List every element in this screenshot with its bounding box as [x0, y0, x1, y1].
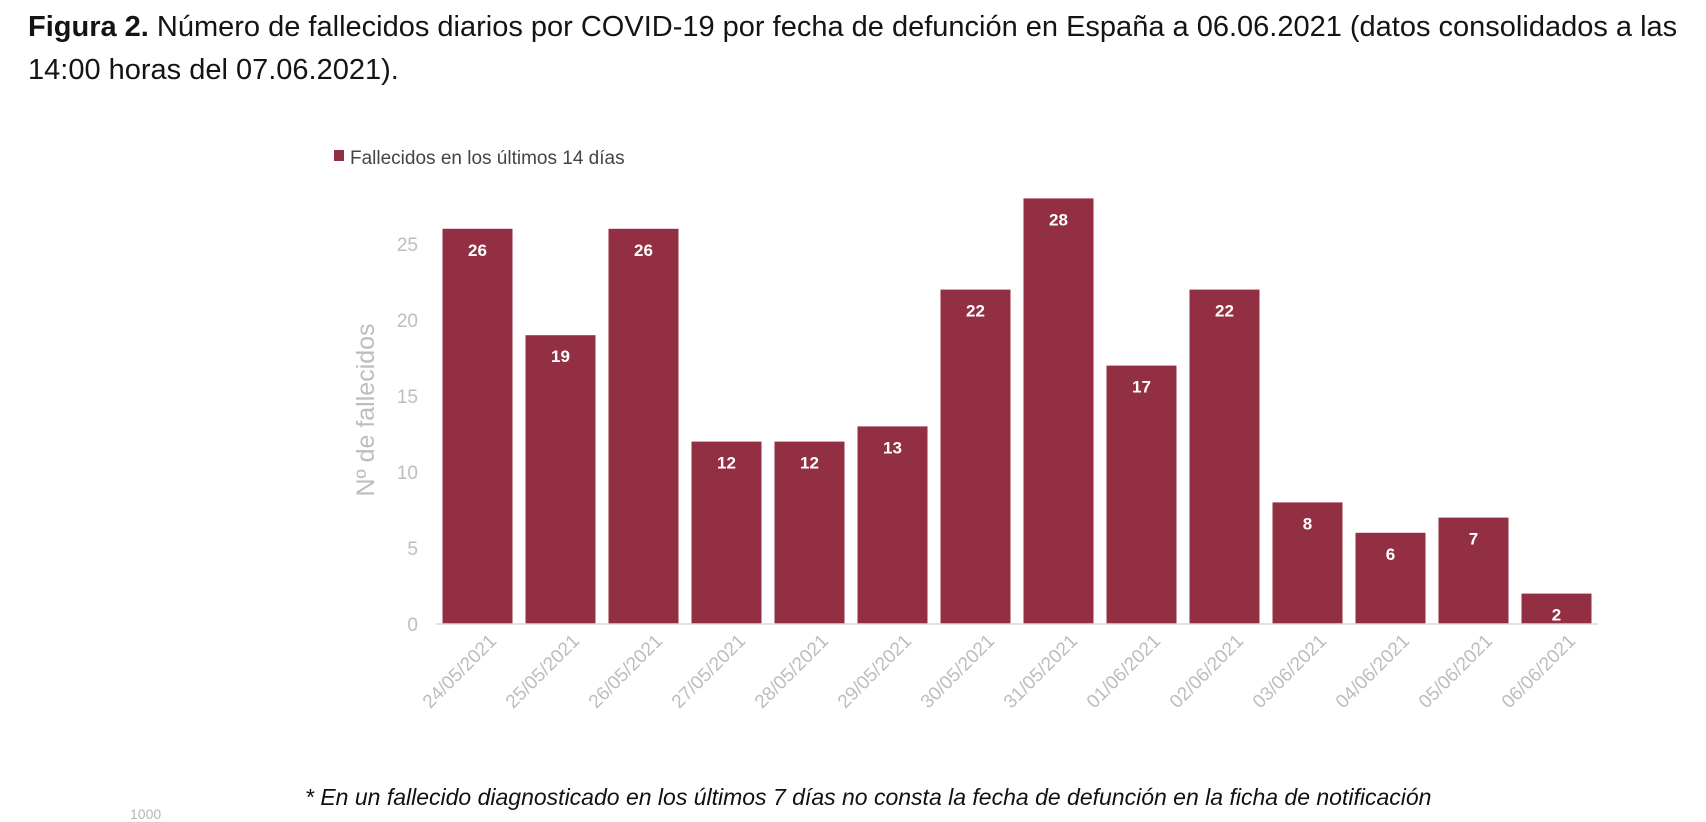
y-tick-label: 5 — [407, 539, 418, 560]
bar — [1272, 502, 1343, 624]
bar — [1521, 593, 1592, 624]
x-tick-label: 29/05/2021 — [834, 631, 916, 713]
x-tick-label: 06/06/2021 — [1498, 631, 1580, 713]
bar — [525, 335, 596, 624]
figure-label: Figura 2. — [28, 11, 149, 43]
y-tick-label: 10 — [397, 463, 418, 484]
y-tick-label: 20 — [397, 311, 418, 332]
bar-value-label: 12 — [717, 454, 736, 473]
bar-value-label: 7 — [1469, 530, 1478, 549]
cropped-axis-label: 1000 — [130, 806, 162, 822]
bar-value-label: 6 — [1386, 545, 1395, 564]
bar-value-label: 13 — [883, 438, 902, 457]
bar-value-label: 12 — [800, 454, 819, 473]
legend-swatch — [334, 150, 344, 161]
y-tick-label: 25 — [397, 235, 418, 256]
bar — [608, 228, 679, 625]
x-tick-label: 28/05/2021 — [751, 631, 833, 713]
bar — [691, 441, 762, 624]
x-tick-label: 02/06/2021 — [1166, 631, 1248, 713]
y-tick-label: 15 — [397, 387, 418, 408]
x-tick-label: 01/06/2021 — [1083, 631, 1165, 713]
y-axis-ticks: 0 5 10 15 20 25 — [397, 235, 418, 636]
bar — [442, 228, 513, 625]
bar-value-labels: 26 19 26 12 12 13 22 28 17 22 8 6 7 2 — [468, 210, 1561, 624]
x-tick-label: 24/05/2021 — [419, 631, 501, 713]
bar-value-label: 2 — [1552, 606, 1561, 625]
bar-value-label: 28 — [1049, 210, 1068, 229]
x-tick-label: 05/06/2021 — [1415, 631, 1497, 713]
bar — [1438, 517, 1509, 624]
bar-chart: Fallecidos en los últimos 14 días Nº de … — [334, 148, 1598, 713]
bar — [774, 441, 845, 624]
bar-value-label: 22 — [966, 302, 985, 321]
bar — [857, 426, 928, 624]
chart-legend: Fallecidos en los últimos 14 días — [334, 148, 625, 169]
x-tick-label: 31/05/2021 — [1000, 631, 1082, 713]
bar-value-label: 19 — [551, 347, 570, 366]
y-tick-label: 0 — [407, 615, 418, 636]
bar — [1355, 532, 1426, 624]
bar-value-label: 26 — [468, 241, 487, 260]
y-axis-label: Nº de fallecidos — [352, 323, 380, 496]
bar-value-label: 17 — [1132, 378, 1151, 397]
x-tick-label: 25/05/2021 — [502, 631, 584, 713]
figure-caption-text: Número de fallecidos diarios por COVID-1… — [28, 11, 1678, 86]
bar-value-label: 8 — [1303, 514, 1312, 533]
bar — [1106, 365, 1177, 624]
x-tick-label: 04/06/2021 — [1332, 631, 1414, 713]
bar-series — [442, 198, 1592, 625]
bar — [1189, 289, 1260, 624]
bar — [1023, 198, 1094, 624]
legend-label: Fallecidos en los últimos 14 días — [350, 148, 625, 169]
figure-caption: Figura 2. Número de fallecidos diarios p… — [28, 6, 1678, 92]
x-tick-label: 27/05/2021 — [668, 631, 750, 713]
bar-value-label: 22 — [1215, 302, 1234, 321]
x-tick-label: 03/06/2021 — [1249, 631, 1331, 713]
chart-footnote: * En un fallecido diagnosticado en los ú… — [305, 784, 1432, 810]
x-axis-ticks: 24/05/2021 25/05/2021 26/05/2021 27/05/2021… — [419, 631, 1580, 713]
x-tick-label: 30/05/2021 — [917, 631, 999, 713]
bar — [940, 289, 1011, 624]
x-tick-label: 26/05/2021 — [585, 631, 667, 713]
bar-value-label: 26 — [634, 241, 653, 260]
